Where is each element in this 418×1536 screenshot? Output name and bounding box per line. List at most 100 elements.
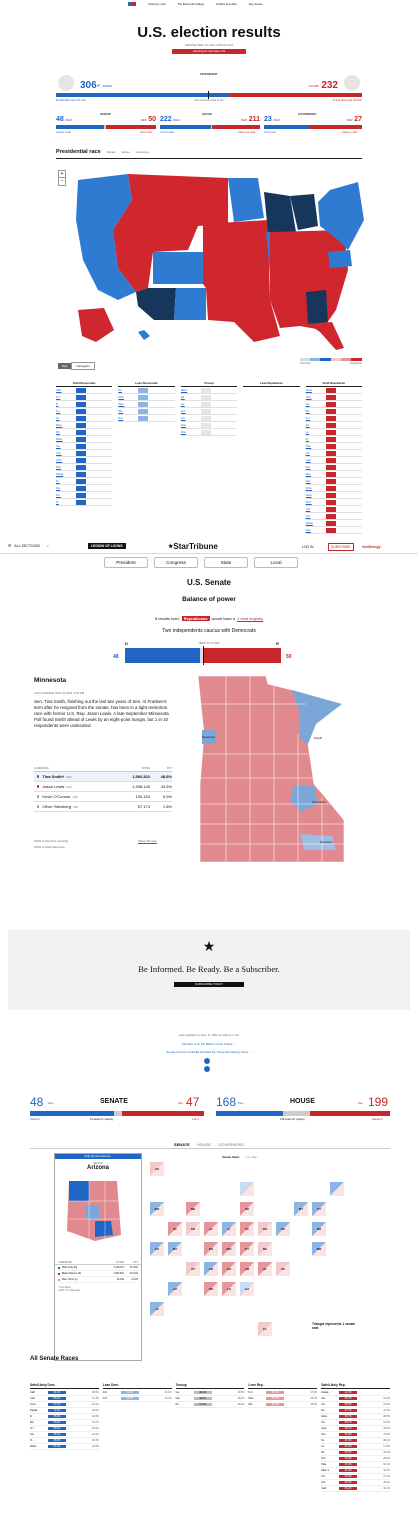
subscribe-ad[interactable]: ★ Be Informed. Be Ready. Be a Subscriber… (8, 930, 410, 1010)
state-row[interactable]: Miss. (305, 471, 363, 478)
share-link[interactable]: Share this race (138, 839, 157, 843)
state-row[interactable]: Colo. (56, 450, 113, 457)
state-row[interactable]: Del. (56, 485, 113, 492)
race-row[interactable]: N.C. 50.7% 47.3% (248, 1390, 318, 1396)
seat-cell[interactable]: OK (204, 1282, 218, 1296)
race-row[interactable]: Wash. 57.4% 42.6% (30, 1444, 99, 1450)
state-row[interactable]: Md. (56, 429, 113, 436)
seat-cell[interactable] (240, 1182, 254, 1196)
menu-button[interactable]: ☰ ALL SECTIONS ⌕ (8, 544, 49, 548)
race-row[interactable]: Okla. S. 61.8% 35.3% (321, 1468, 390, 1474)
state-row[interactable]: S.C. (305, 415, 363, 422)
candidate-row[interactable]: Tina Smith* DFM 1,566,522 48.8% (34, 772, 172, 782)
race-row[interactable]: Fla. 57.7% 41.3% (321, 1408, 390, 1414)
state-row[interactable]: Ariz. (180, 408, 238, 415)
headline-link[interactable]: Senate Control Could Be Decided By These… (166, 1050, 252, 1054)
map-toggle-cartogram[interactable]: Cartogram (71, 362, 95, 370)
race-row[interactable]: Hawaii 71.4% 26.0% (30, 1408, 99, 1414)
state-row[interactable]: S.D. (305, 506, 363, 513)
senate-seat-cartogram[interactable]: AK WA ND WI NY CT ID SD IA IL IN OH PA NH CA NV KS MO KY NC… (146, 1160, 386, 1372)
state-row[interactable]: N.J. (56, 408, 113, 415)
race-row[interactable]: N.Y. 56.8% 42.9% (30, 1426, 99, 1432)
tab-senate[interactable]: Senate (106, 150, 116, 154)
state-row[interactable]: Ore. (56, 443, 113, 450)
race-row[interactable]: Ind. 58.7% 37.9% (321, 1420, 390, 1426)
state-row[interactable]: Neb. (305, 478, 363, 485)
tab-senate[interactable]: SENATE (173, 1142, 190, 1147)
candidate-row[interactable]: Oliver Steinberg GRP 57,174 1.8% (34, 802, 172, 812)
race-row[interactable]: Conn. 57.1% 42.1% (30, 1402, 99, 1408)
headline-link[interactable]: Abortion is on the Ballot in Five States… (181, 1042, 237, 1046)
brand-logo[interactable]: ★ StarTribune (168, 542, 218, 551)
state-row[interactable]: Ky. (305, 436, 363, 443)
twitter-icon[interactable] (204, 1066, 210, 1072)
seat-cell[interactable]: WA (150, 1202, 164, 1216)
race-row[interactable]: S.D. 69.6% 30.4% (321, 1480, 390, 1486)
seat-cell[interactable]: GA (240, 1282, 254, 1296)
seat-cell[interactable]: NC (258, 1242, 272, 1256)
tab-president[interactable]: President (104, 557, 148, 568)
state-row[interactable]: Fla. (180, 394, 238, 401)
race-row[interactable]: Ore. 55.1% 41.4% (30, 1432, 99, 1438)
nav-link[interactable]: The Electoral College (177, 2, 205, 6)
state-row[interactable]: Utah (305, 457, 363, 464)
state-row[interactable]: Mo. (305, 408, 363, 415)
seat-cell[interactable]: IA (204, 1222, 218, 1236)
race-row[interactable]: Ill. 55.9% 42.0% (30, 1414, 99, 1420)
view-senate-seats[interactable]: Senate Seats (222, 1155, 240, 1159)
state-row[interactable]: Iowa (180, 422, 238, 429)
state-row[interactable]: Texas (305, 387, 363, 394)
race-row[interactable]: Ga. 49.4% 48.5% (175, 1390, 245, 1396)
seat-cell[interactable]: KS (222, 1262, 236, 1276)
tab-house[interactable]: House (121, 150, 130, 154)
seat-cell[interactable]: SD (186, 1222, 200, 1236)
state-row[interactable]: Idaho (305, 492, 363, 499)
state-row[interactable]: Kan. (305, 464, 363, 471)
seat-cell[interactable]: IN (240, 1222, 254, 1236)
tab-presidential[interactable]: Presidential race (56, 149, 101, 155)
nav-link[interactable]: Voting by mail (148, 2, 166, 6)
race-row[interactable]: Kan. 60.0% 37.0% (321, 1432, 390, 1438)
tab-congress[interactable]: Congress (154, 557, 198, 568)
state-row[interactable]: Maine (180, 387, 238, 394)
state-row[interactable]: Ill. (56, 401, 113, 408)
seat-cell[interactable]: SC (276, 1262, 290, 1276)
race-row[interactable]: Ariz. 51.8% 46.1% (102, 1390, 172, 1396)
race-row[interactable]: Nev. 48.8% 48.1% (175, 1396, 245, 1402)
zoom-in-button[interactable]: + (59, 171, 65, 178)
state-row[interactable]: R.I. (56, 478, 113, 485)
seat-cell[interactable]: ND (186, 1202, 200, 1216)
race-row[interactable]: Calif. 61.1% 38.9% (30, 1390, 99, 1396)
facebook-icon[interactable] (204, 1058, 210, 1064)
seat-cell[interactable]: UT (186, 1262, 200, 1276)
seat-cell[interactable]: AK (150, 1162, 164, 1176)
state-row[interactable]: Okla. (305, 443, 363, 450)
race-row[interactable]: Ala. 66.7% 31.0% (321, 1396, 390, 1402)
state-row[interactable]: Ark. (305, 450, 363, 457)
race-row[interactable]: N.H. 53.9% 44.4% (102, 1396, 172, 1402)
seat-cell[interactable]: HI (150, 1302, 164, 1316)
state-row[interactable]: Ala. (305, 422, 363, 429)
seat-cell[interactable]: NV (168, 1242, 182, 1256)
state-row[interactable]: Minn. (118, 401, 175, 408)
minnesota-county-map[interactable] (196, 674, 346, 864)
tab-local[interactable]: Local (254, 557, 298, 568)
race-row[interactable]: Okla. 64.3% 32.1% (321, 1462, 390, 1468)
seat-cell[interactable]: AZ (168, 1282, 182, 1296)
search-icon[interactable]: ⌕ (46, 544, 49, 548)
state-row[interactable]: W.Va. (305, 485, 363, 492)
subscribe-button[interactable]: SUBSCRIBE (328, 543, 354, 551)
seat-cell[interactable]: WI (240, 1202, 254, 1216)
state-row[interactable]: Pa. (118, 387, 175, 394)
state-row[interactable]: Wis. (118, 408, 175, 415)
state-row[interactable]: Conn. (56, 457, 113, 464)
race-row[interactable]: S.C. 62.9% 37.1% (321, 1474, 390, 1480)
state-row[interactable]: Ohio (180, 429, 238, 436)
seat-cell[interactable]: OH (258, 1222, 272, 1236)
state-row[interactable]: Tenn. (305, 394, 363, 401)
login-link[interactable]: LOG IN (302, 545, 314, 549)
race-row[interactable]: Colo. 55.2% 41.4% (30, 1396, 99, 1402)
seat-cell[interactable]: ID (168, 1222, 182, 1236)
state-row[interactable]: Alaska (305, 520, 363, 527)
race-row[interactable]: Mo. 55.4% 42.2% (321, 1450, 390, 1456)
